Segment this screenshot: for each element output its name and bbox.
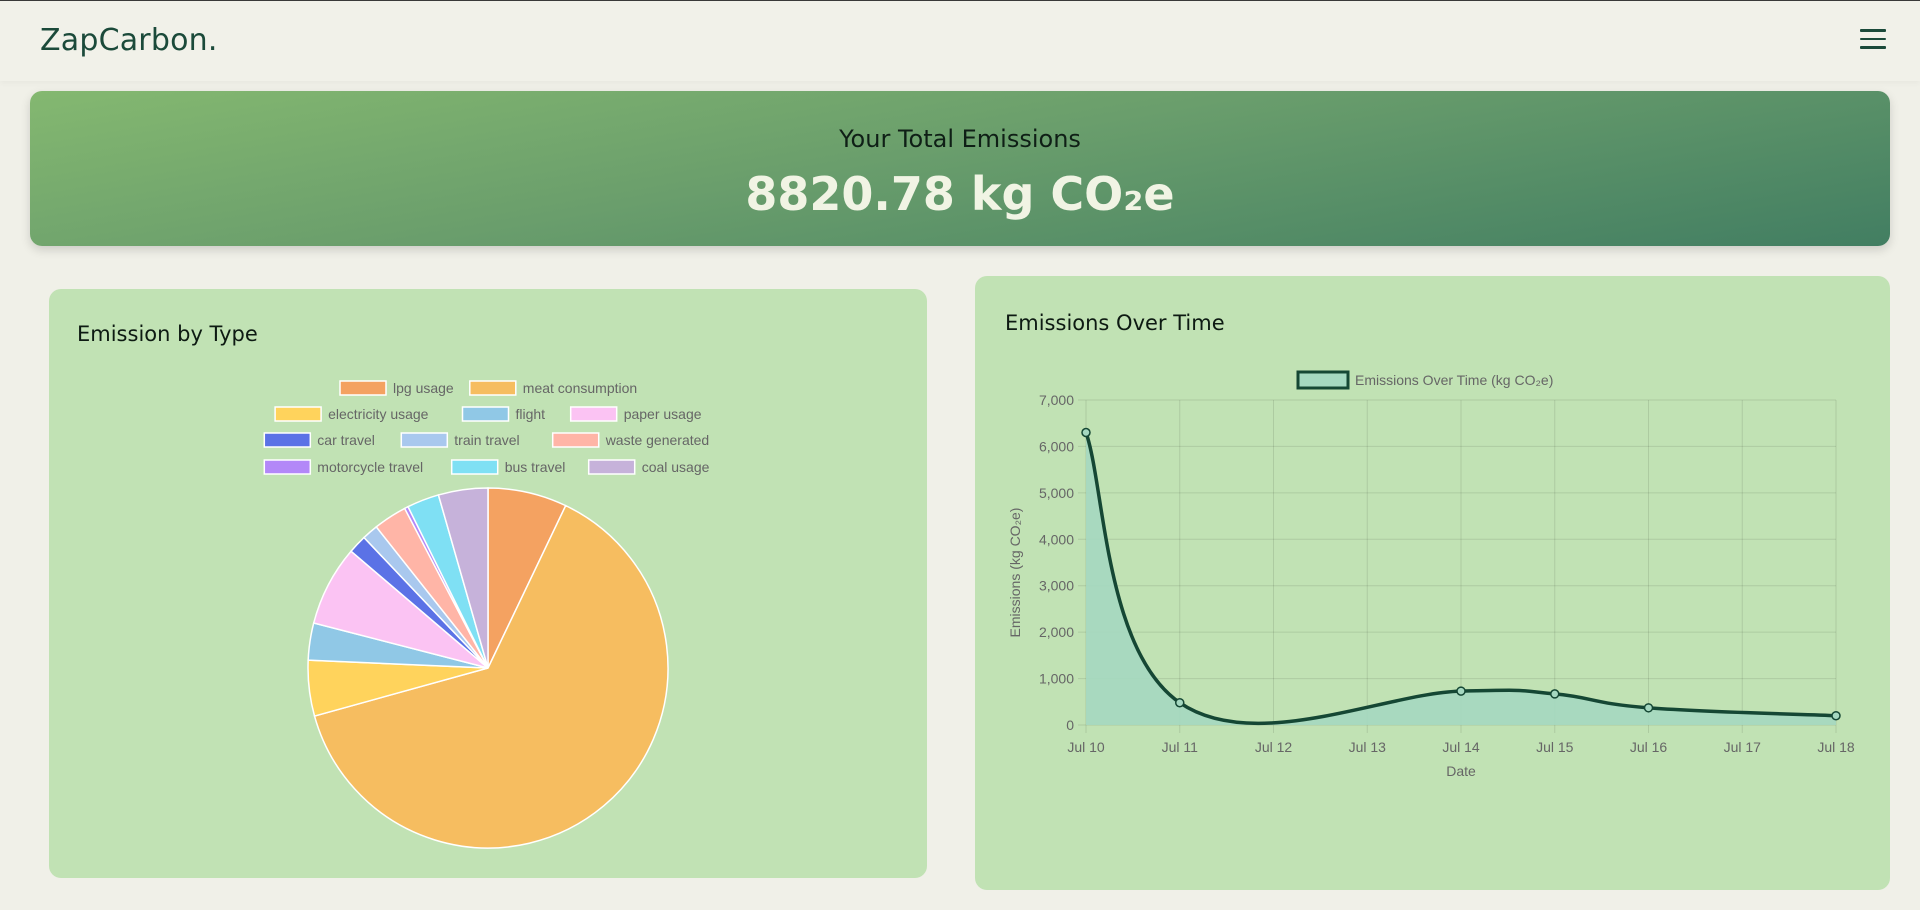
legend-swatch-paper-usage: [569, 406, 618, 422]
y-tick-label: 4,000: [1039, 531, 1074, 547]
y-tick-label: 3,000: [1039, 578, 1074, 594]
line-legend-swatch: [1296, 370, 1350, 390]
data-point-jul-16[interactable]: [1643, 703, 1654, 713]
y-tick-label: 7,000: [1039, 392, 1074, 408]
emissions-over-time-line-chart: Emissions Over Time (kg CO₂e) 0 1,000 2,000…: [1007, 370, 1855, 779]
legend-swatch-lpg-usage: [339, 380, 387, 396]
legend-item-waste-generated[interactable]: waste generated: [551, 432, 710, 448]
legend-swatch-motorcycle-travel: [263, 459, 312, 475]
legend-label-paper-usage: paper usage: [624, 406, 702, 422]
line-legend[interactable]: Emissions Over Time (kg CO₂e): [1296, 370, 1553, 390]
x-tick-label: Jul 11: [1162, 739, 1199, 755]
y-tick-label: 5,000: [1039, 485, 1074, 501]
total-emissions-title: Your Total Emissions: [839, 125, 1081, 153]
navbar: ZapCarbon.: [0, 1, 1920, 81]
data-point-jul-15[interactable]: [1550, 689, 1560, 699]
legend-item-coal-usage[interactable]: coal usage: [587, 459, 710, 475]
x-tick-label: Jul 13: [1349, 739, 1387, 755]
total-emissions-value: 8820.78 kg CO₂e: [745, 167, 1175, 221]
legend-item-meat-consumption[interactable]: meat consumption: [469, 380, 637, 396]
legend-swatch-bus-travel: [450, 459, 499, 475]
legend-item-bus-travel[interactable]: bus travel: [450, 459, 566, 475]
legend-item-car-travel[interactable]: car travel: [263, 432, 375, 448]
line-legend-label: Emissions Over Time (kg CO₂e): [1355, 372, 1553, 388]
y-axis-title: Emissions (kg CO₂e): [1007, 508, 1023, 638]
legend-label-coal-usage: coal usage: [642, 459, 710, 475]
x-tick-label: Jul 15: [1536, 739, 1574, 755]
x-tick-label: Jul 18: [1817, 739, 1855, 755]
x-tick-label: Jul 16: [1630, 739, 1668, 755]
legend-swatch-flight: [461, 406, 510, 422]
legend-item-train-travel[interactable]: train travel: [400, 432, 520, 448]
data-point-jul-11[interactable]: [1175, 697, 1185, 708]
legend-label-meat-consumption: meat consumption: [523, 380, 637, 396]
data-point-jul-10[interactable]: [1081, 427, 1091, 438]
top-border: [0, 0, 1920, 1]
data-point-jul-14[interactable]: [1456, 686, 1466, 696]
legend-item-electricity-usage[interactable]: electricity usage: [274, 406, 429, 422]
y-tick-label: 2,000: [1039, 624, 1074, 640]
pie-slice-coal-usage[interactable]: [437, 487, 489, 669]
logo[interactable]: ZapCarbon.: [40, 23, 218, 58]
pie-slice-meat-consumption[interactable]: [313, 504, 669, 849]
legend-label-train-travel: train travel: [454, 432, 519, 448]
emissions-over-time-card: Emissions Over Time Emissions Over Time …: [975, 276, 1890, 890]
emission-by-type-card: Emission by Type lpg usage meat consumpti…: [49, 289, 927, 878]
emission-by-type-title: Emission by Type: [77, 322, 258, 346]
legend-swatch-train-travel: [400, 432, 449, 448]
legend-label-lpg-usage: lpg usage: [393, 380, 454, 396]
data-point-jul-18[interactable]: [1831, 710, 1841, 721]
x-tick-label: Jul 10: [1067, 739, 1105, 755]
hamburger-menu-icon[interactable]: [1860, 29, 1886, 51]
legend-label-flight: flight: [516, 406, 546, 422]
legend-swatch-car-travel: [263, 432, 312, 448]
emissions-area: [1086, 432, 1836, 725]
legend-label-motorcycle-travel: motorcycle travel: [317, 459, 423, 475]
legend-label-electricity-usage: electricity usage: [328, 406, 429, 422]
legend-label-waste-generated: waste generated: [605, 432, 710, 448]
y-tick-label: 1,000: [1039, 671, 1074, 687]
legend-label-bus-travel: bus travel: [505, 459, 566, 475]
legend-swatch-electricity-usage: [274, 406, 322, 422]
legend-item-motorcycle-travel[interactable]: motorcycle travel: [263, 459, 423, 475]
legend-swatch-meat-consumption: [469, 380, 517, 396]
legend-label-car-travel: car travel: [317, 432, 375, 448]
legend-item-paper-usage[interactable]: paper usage: [569, 406, 702, 422]
y-tick-label: 0: [1066, 717, 1074, 733]
emission-by-type-pie-chart: lpg usage meat consumption electricity usa…: [263, 380, 710, 849]
pie-legend: lpg usage meat consumption electricity usa…: [263, 380, 710, 475]
x-tick-label: Jul 14: [1442, 739, 1480, 755]
y-tick-label: 6,000: [1039, 438, 1074, 454]
pie-slices: [307, 487, 669, 849]
legend-swatch-waste-generated: [551, 432, 600, 448]
total-emissions-banner: Your Total Emissions 8820.78 kg CO₂e: [30, 91, 1890, 246]
emissions-over-time-title: Emissions Over Time: [1005, 311, 1225, 335]
legend-item-flight[interactable]: flight: [461, 406, 546, 422]
legend-swatch-coal-usage: [587, 459, 636, 475]
x-tick-label: Jul 12: [1255, 739, 1293, 755]
emissions-line: [1084, 431, 1837, 726]
x-tick-label: Jul 17: [1724, 739, 1762, 755]
legend-item-lpg-usage[interactable]: lpg usage: [339, 380, 454, 396]
x-axis-title: Date: [1446, 763, 1476, 779]
line-grid: [1078, 399, 1837, 733]
